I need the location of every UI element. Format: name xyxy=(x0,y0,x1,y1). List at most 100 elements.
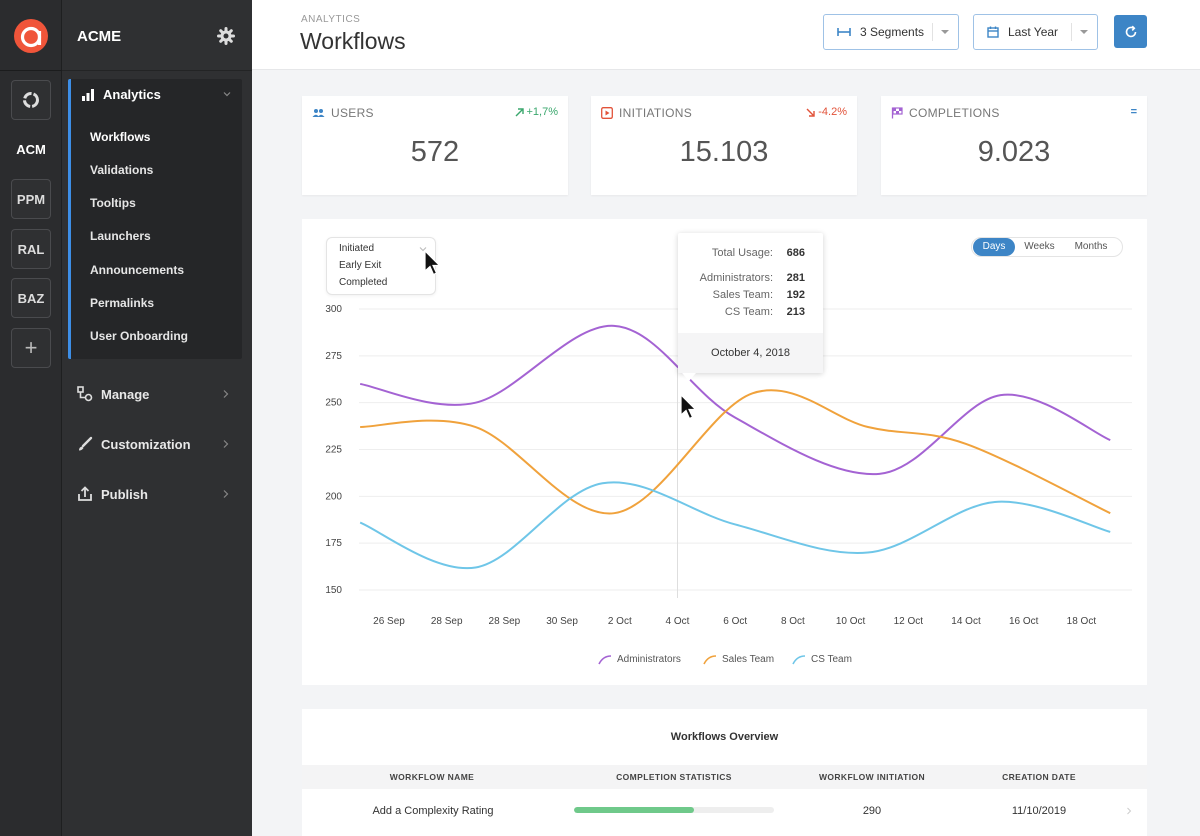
rail-item-ppm[interactable]: PPM xyxy=(11,179,51,219)
y-tick-label: 150 xyxy=(325,585,342,596)
metric-option-completed[interactable]: Completed xyxy=(339,277,388,288)
x-tick-label: 14 Oct xyxy=(951,616,981,627)
tooltip-pointer xyxy=(682,373,696,381)
tooltip-row-value: 281 xyxy=(786,272,805,284)
chart-tooltip: Total Usage: 686 Administrators: 281 Sales… xyxy=(675,233,823,381)
chevron-right-icon xyxy=(223,490,229,498)
tooltip-row: Sales Team: 192 xyxy=(675,289,805,301)
tooltip-row-value: 213 xyxy=(786,306,805,318)
legend-item-cs-team[interactable]: CS Team xyxy=(792,654,852,665)
sidebar-item-launchers[interactable]: Launchers xyxy=(90,229,151,243)
refresh-icon xyxy=(1125,25,1136,37)
x-tick-label: 6 Oct xyxy=(723,616,747,627)
rail-item-acm[interactable]: ACM xyxy=(16,141,46,157)
sidebar-item-user-onboarding[interactable]: User Onboarding xyxy=(90,329,189,343)
refresh-button[interactable] xyxy=(1114,15,1147,48)
sidebar-item-customization[interactable]: Customization xyxy=(77,436,191,452)
legend-label: Administrators xyxy=(617,654,681,665)
stat-trend-initiations: -4.2% xyxy=(806,106,847,118)
legend-item-administrators[interactable]: Administrators xyxy=(598,654,681,665)
dropdown-divider xyxy=(932,23,933,41)
stat-trend-users: +1,7% xyxy=(515,106,559,118)
metric-option-initiated[interactable]: Initiated xyxy=(339,243,375,254)
rail-sync-button[interactable] xyxy=(11,80,51,120)
rail-item-ral[interactable]: RAL xyxy=(11,229,51,269)
cell-workflow-name: Add a Complexity Rating xyxy=(372,805,494,817)
stat-trend-value: = xyxy=(1130,106,1137,118)
org-name: ACME xyxy=(77,28,122,45)
tooltip-row-label: Administrators: xyxy=(699,272,773,284)
y-tick-label: 250 xyxy=(325,398,342,409)
column-header-creation-date[interactable]: CREATION DATE xyxy=(1002,772,1076,782)
legend-label: CS Team xyxy=(811,654,852,665)
brush-icon xyxy=(79,436,93,451)
stat-trend-value: +1,7% xyxy=(526,106,559,118)
stat-card-initiations: INITIATIONS -4.2% 15.103 xyxy=(591,96,857,195)
tooltip-total-label: Total Usage: xyxy=(711,247,773,259)
period-label: Last Year xyxy=(1008,25,1059,39)
sidebar-item-announcements[interactable]: Announcements xyxy=(90,263,185,277)
gear-icon[interactable] xyxy=(216,26,236,51)
stat-trend-completions: = xyxy=(1131,106,1137,118)
sidebar-item-publish[interactable]: Publish xyxy=(77,486,148,502)
period-dropdown[interactable]: Last Year xyxy=(973,14,1098,50)
play-icon xyxy=(601,107,613,119)
app-rail: ACM PPM RAL BAZ + xyxy=(0,0,62,836)
app-logo-icon[interactable] xyxy=(14,19,48,53)
sidebar-item-customization-label: Customization xyxy=(101,436,191,452)
analytics-group-header[interactable]: Analytics xyxy=(81,87,161,102)
stat-label-completions: COMPLETIONS xyxy=(891,106,1000,120)
y-tick-label: 175 xyxy=(325,538,342,549)
tooltip-total-row: Total Usage: 686 xyxy=(675,247,805,259)
tab-weeks[interactable]: Weeks xyxy=(1024,241,1055,252)
segments-label: 3 Segments xyxy=(860,25,925,39)
sidebar-item-permalinks[interactable]: Permalinks xyxy=(90,296,155,310)
tab-months[interactable]: Months xyxy=(1074,241,1108,252)
caret-down-icon xyxy=(941,30,949,34)
x-tick-label: 16 Oct xyxy=(1009,616,1039,627)
tab-days[interactable]: Days xyxy=(973,238,1015,256)
sidebar-item-manage[interactable]: Manage xyxy=(77,386,149,402)
metric-option-early-exit[interactable]: Early Exit xyxy=(339,260,382,271)
trend-down-icon xyxy=(806,108,815,117)
segments-icon xyxy=(837,27,851,37)
mouse-cursor-icon xyxy=(680,394,697,420)
breadcrumb: ANALYTICS xyxy=(301,14,361,25)
flag-icon xyxy=(891,107,903,119)
analytics-group: Analytics Workflows Validations Tooltips… xyxy=(68,79,242,359)
x-tick-label: 18 Oct xyxy=(1067,616,1097,627)
sidebar-item-workflows[interactable]: Workflows xyxy=(90,130,151,144)
stat-value-users: 572 xyxy=(410,136,460,168)
x-tick-label: 28 Sep xyxy=(431,616,463,627)
bar-chart-icon xyxy=(82,88,94,101)
column-header-workflow-initiation[interactable]: WORKFLOW INITIATION xyxy=(818,772,926,782)
chevron-down-icon xyxy=(223,92,231,97)
sidebar-item-publish-label: Publish xyxy=(101,486,148,502)
page-header: ANALYTICS Workflows 3 Segments Last Year xyxy=(252,0,1200,70)
tooltip-row: Administrators: 281 xyxy=(675,272,805,284)
legend-line-icon xyxy=(792,654,806,664)
sidebar-item-validations[interactable]: Validations xyxy=(90,163,154,177)
stat-card-completions: COMPLETIONS = 9.023 xyxy=(881,96,1147,195)
x-tick-label: 12 Oct xyxy=(894,616,924,627)
segments-dropdown[interactable]: 3 Segments xyxy=(823,14,959,50)
sidebar-divider xyxy=(62,70,252,71)
rail-add-button[interactable]: + xyxy=(11,328,51,368)
series-line-cs-team xyxy=(359,481,1111,570)
column-header-completion-statistics[interactable]: COMPLETION STATISTICS xyxy=(616,772,732,782)
y-tick-label: 225 xyxy=(325,445,342,456)
usage-chart-panel: 300 275 250 225 200 175 150 26 Sep 28 Sep 28 Sep 3… xyxy=(302,219,1147,685)
legend-item-sales-team[interactable]: Sales Team xyxy=(703,654,774,665)
stat-value-initiations: 15.103 xyxy=(679,136,769,168)
legend-line-icon xyxy=(598,654,612,664)
sidebar-item-tooltips[interactable]: Tooltips xyxy=(90,196,136,210)
column-header-workflow-name[interactable]: WORKFLOW NAME xyxy=(389,772,475,782)
legend-label: Sales Team xyxy=(722,654,775,665)
tooltip-row: CS Team: 213 xyxy=(675,306,805,318)
stat-label-text: USERS xyxy=(331,106,374,120)
rail-item-baz[interactable]: BAZ xyxy=(11,278,51,318)
cell-workflow-initiation: 290 xyxy=(862,805,882,817)
upload-icon xyxy=(78,486,92,501)
metric-selector[interactable]: Initiated Early Exit Completed xyxy=(326,237,436,295)
table-header: WORKFLOW NAME COMPLETION STATISTICS WORK… xyxy=(302,765,1147,789)
